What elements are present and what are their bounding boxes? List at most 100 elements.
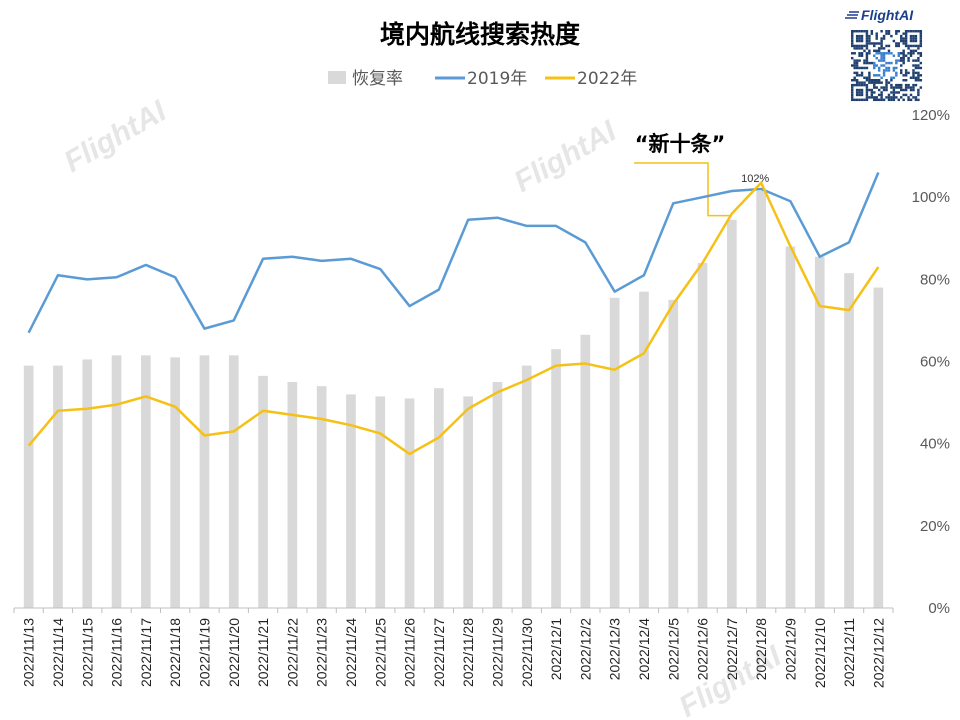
qr-module	[919, 86, 923, 89]
qr-module	[917, 76, 920, 79]
qr-module	[912, 71, 915, 75]
bar-recovery	[82, 359, 93, 608]
qr-module	[887, 81, 891, 84]
qr-module	[870, 42, 874, 45]
qr-module	[865, 61, 869, 65]
qr-module	[892, 96, 896, 99]
qr-module	[855, 66, 859, 70]
qr-module	[855, 47, 859, 50]
qr-module	[873, 42, 876, 45]
qr-module	[917, 79, 920, 82]
bar-recovery	[785, 246, 796, 608]
qr-module	[904, 30, 908, 33]
qr-module	[868, 88, 871, 92]
y-tick-label: 20%	[920, 518, 950, 535]
qr-module	[895, 44, 898, 48]
qr-module	[863, 44, 866, 48]
bar-recovery	[346, 394, 356, 608]
qr-module	[902, 93, 905, 97]
bar-recovery	[228, 355, 239, 608]
qr-module	[914, 83, 918, 87]
qr-module	[855, 39, 859, 43]
qr-module	[865, 37, 869, 40]
annotation-new-ten-rules: “新十条”	[634, 132, 732, 217]
qr-module	[897, 42, 900, 45]
qr-module	[892, 86, 896, 89]
qr-module	[892, 91, 896, 94]
qr-module	[907, 44, 910, 48]
x-tick-label: 2022/12/1	[548, 618, 564, 680]
qr-module	[875, 32, 878, 35]
qr-module	[902, 32, 905, 35]
qr-module	[868, 61, 871, 65]
qr-module	[900, 86, 903, 89]
qr-module	[858, 74, 861, 77]
qr-module	[912, 69, 915, 72]
qr-module	[855, 37, 859, 40]
qr-module	[914, 71, 918, 75]
qr-module	[917, 52, 920, 55]
qr-module	[885, 81, 888, 84]
qr-module	[900, 88, 903, 92]
flightai-logo-icon	[845, 11, 859, 19]
qr-module	[882, 54, 886, 57]
qr-module	[873, 44, 876, 48]
x-tick-label: 2022/12/7	[724, 618, 740, 680]
legend-label-recovery: 恢复率	[352, 69, 403, 89]
qr-module	[870, 91, 874, 94]
x-tick-label: 2022/12/8	[753, 618, 769, 680]
x-tick-label: 2022/11/17	[138, 618, 154, 687]
qr-module	[880, 56, 883, 60]
qr-module	[900, 64, 903, 67]
bar-recovery	[697, 262, 708, 608]
qr-module	[868, 76, 871, 79]
qr-module	[909, 34, 913, 38]
qr-module	[877, 79, 881, 82]
qr-module	[917, 56, 920, 60]
qr-module	[914, 66, 918, 70]
qr-module	[851, 42, 854, 45]
qr-module	[855, 74, 859, 77]
qr-module	[882, 71, 886, 75]
qr-module	[860, 71, 864, 75]
qr-module	[917, 59, 920, 62]
qr-module	[860, 30, 864, 33]
qr-module	[907, 83, 910, 87]
qr-module	[885, 86, 888, 89]
qr-module	[880, 76, 883, 79]
qr-module	[917, 30, 920, 33]
x-tick-label: 2022/11/28	[460, 618, 476, 687]
qr-module	[914, 44, 918, 48]
bar-recovery	[668, 299, 679, 608]
qr-module	[887, 32, 891, 35]
qr-module	[904, 71, 908, 75]
qr-module	[907, 71, 910, 75]
qr-module	[914, 39, 918, 43]
qr-module	[912, 83, 915, 87]
qr-module	[900, 96, 903, 99]
qr-module	[873, 81, 876, 84]
qr-module	[863, 83, 866, 87]
qr-module	[880, 52, 883, 55]
qr-module	[895, 96, 898, 99]
bar-recovery	[551, 349, 561, 608]
qr-module	[914, 79, 918, 82]
qr-module	[897, 54, 900, 57]
qr-module	[865, 47, 869, 50]
line-2019	[27, 172, 880, 334]
bar-recovery	[53, 365, 63, 608]
qr-module	[885, 79, 888, 82]
qr-module	[912, 37, 915, 40]
qr-module	[875, 74, 878, 77]
qr-module	[919, 32, 923, 35]
bar-recovery	[258, 375, 268, 608]
qr-module	[877, 98, 881, 102]
x-tick-label: 2022/12/5	[665, 618, 681, 680]
qr-module	[875, 81, 878, 84]
qr-module	[880, 37, 883, 40]
qr-module	[887, 49, 891, 53]
brand: FlightAI	[845, 7, 924, 103]
qr-module	[900, 52, 903, 55]
qr-module	[917, 66, 920, 70]
